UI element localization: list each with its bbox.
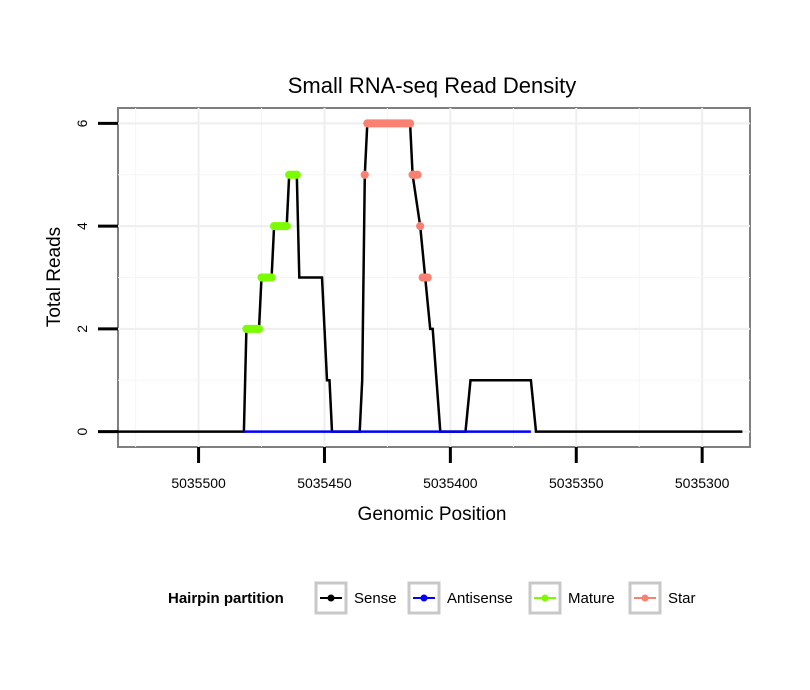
series-star-segment [360, 170, 369, 179]
legend-key-point [420, 594, 428, 602]
series-star-point [423, 273, 432, 282]
series-star-point [406, 119, 415, 128]
y-tick-label: 2 [74, 325, 90, 333]
series-star-segment [408, 170, 422, 179]
legend-key-point [327, 594, 335, 602]
series-star-point [413, 170, 422, 179]
x-tick-label: 5035350 [549, 475, 604, 491]
legend-title: Hairpin partition [168, 590, 284, 607]
x-tick-label: 5035500 [171, 475, 226, 491]
series-star-point [416, 222, 425, 231]
legend: Hairpin partition Sense Antisense Mature St… [168, 581, 696, 615]
legend-key-point [641, 594, 649, 602]
plot-panel [115, 107, 751, 448]
series-mature-point [257, 273, 266, 282]
series-star-segment [416, 222, 425, 231]
series-mature-point [255, 324, 264, 333]
chart-title: Small RNA-seq Read Density [288, 73, 577, 98]
legend-label: Star [668, 590, 696, 607]
series-layer [115, 119, 743, 433]
legend-entry-star: Star [628, 581, 696, 615]
series-mature-segment [270, 222, 291, 231]
series-mature-segment [257, 273, 276, 282]
series-mature-point [267, 273, 276, 282]
y-axis: 0 2 4 6 [74, 119, 118, 435]
x-axis-title: Genomic Position [358, 504, 507, 525]
series-mature-point [270, 222, 279, 231]
legend-entry-mature: Mature [528, 581, 615, 615]
y-tick-label: 6 [74, 119, 90, 127]
x-tick-label: 5035400 [423, 475, 478, 491]
series-mature-point [282, 222, 291, 231]
x-tick-label: 5035450 [297, 475, 352, 491]
series-mature-point [292, 170, 301, 179]
y-tick-label: 0 [74, 427, 90, 435]
y-axis-title: Total Reads [44, 227, 65, 327]
x-tick-label: 5035300 [675, 475, 730, 491]
y-tick-label: 4 [74, 222, 90, 230]
legend-key-point [541, 594, 549, 602]
x-axis: 5035500 5035450 5035400 5035350 5035300 [171, 447, 730, 491]
series-mature-segment [242, 324, 264, 333]
series-mature-point [242, 324, 251, 333]
series-star-point [363, 119, 372, 128]
legend-entry-antisense: Antisense [407, 581, 513, 615]
series-star-segment [363, 119, 415, 128]
legend-entry-sense: Sense [314, 581, 397, 615]
legend-label: Antisense [447, 590, 513, 607]
series-star-segment [418, 273, 432, 282]
series-mature-segment [285, 170, 301, 179]
legend-label: Mature [568, 590, 615, 607]
series-mature-point [285, 170, 294, 179]
series-star-point [360, 170, 369, 179]
legend-label: Sense [354, 590, 397, 607]
